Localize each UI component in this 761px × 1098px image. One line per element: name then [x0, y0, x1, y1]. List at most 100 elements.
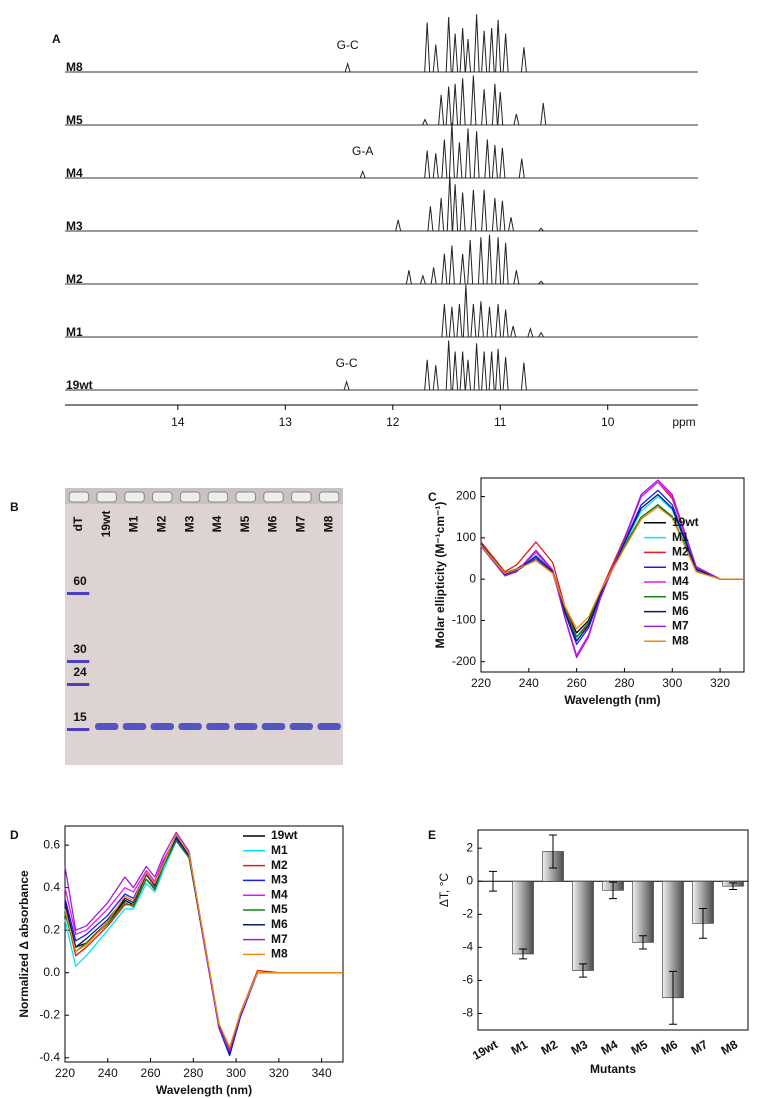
peak: [510, 325, 517, 338]
error-bar: [489, 870, 497, 892]
lane-label: 19wt: [99, 511, 113, 538]
peak: [456, 142, 463, 179]
lane-label: M2: [154, 515, 168, 532]
x-tick-label: 19wt: [470, 1037, 500, 1062]
peak: [481, 189, 488, 232]
x-tick-label: M7: [689, 1037, 711, 1058]
peak: [395, 219, 402, 232]
spectrum-label: M2: [66, 272, 83, 286]
x-tick-label: 300: [226, 1066, 246, 1080]
lane-label: M1: [127, 515, 141, 532]
spectrum-label: M5: [66, 113, 83, 127]
peak: [481, 89, 488, 126]
peak: [438, 197, 445, 232]
x-tick-label: 240: [519, 676, 539, 690]
peak: [538, 227, 544, 232]
gel-well: [179, 491, 201, 503]
peak: [422, 118, 428, 126]
spectrum-label: M8: [66, 60, 83, 74]
legend-label: M4: [271, 887, 288, 901]
x-tick-label: M2: [539, 1037, 561, 1058]
lane-label: M7: [293, 515, 307, 532]
spectrum-label: M4: [66, 166, 83, 180]
peak: [441, 303, 448, 338]
peak: [499, 147, 506, 179]
y-axis-label: Molar ellipticity (M⁻¹cm⁻¹): [433, 502, 447, 649]
peak: [405, 270, 412, 285]
x-axis-label: Wavelength (nm): [564, 693, 660, 707]
peak: [441, 139, 448, 179]
peak: [488, 351, 495, 391]
y-tick-label: 200: [456, 489, 476, 503]
band: [206, 723, 230, 730]
x-tick-label: 12: [386, 415, 400, 429]
lane-label: M3: [182, 515, 196, 532]
x-tick-label: 260: [141, 1066, 161, 1080]
x-tick-label: 320: [269, 1066, 289, 1080]
band: [289, 723, 313, 730]
legend-label: 19wt: [271, 828, 298, 842]
peak: [497, 91, 504, 126]
ladder-label: 60: [73, 574, 87, 588]
legend-label: M2: [672, 545, 689, 559]
gel-well: [318, 491, 340, 503]
y-tick-label: 0.6: [43, 837, 60, 851]
lane-label: M4: [210, 515, 224, 532]
peak: [495, 348, 502, 391]
y-tick-label: -6: [462, 973, 473, 987]
peak: [486, 306, 493, 338]
x-tick-label: 220: [55, 1066, 75, 1080]
peak: [448, 306, 455, 338]
peak: [462, 284, 469, 338]
peak: [484, 139, 491, 179]
peak: [459, 351, 466, 391]
series-line: [480, 493, 744, 642]
x-tick-label: 300: [662, 676, 682, 690]
peak: [481, 30, 488, 73]
series-line: [64, 833, 343, 1048]
band: [150, 723, 174, 730]
legend-label: M4: [672, 574, 689, 588]
peak: [518, 158, 525, 179]
peak: [467, 239, 474, 285]
bar: [632, 880, 654, 943]
x-tick-label: M6: [659, 1037, 681, 1058]
peak: [445, 16, 452, 73]
peak: [432, 153, 439, 179]
x-tick-label: M5: [629, 1037, 651, 1058]
peak: [448, 122, 455, 179]
y-tick-label: -4: [462, 940, 473, 954]
y-tick-label: -8: [462, 1006, 473, 1020]
gel-well: [152, 491, 173, 503]
peak: [502, 33, 509, 73]
lane-label: M6: [266, 515, 280, 532]
peak: [491, 144, 498, 179]
y-tick-label: 0.0: [43, 965, 60, 979]
peak: [499, 200, 506, 232]
peak: [419, 274, 426, 285]
gel-well: [96, 491, 117, 503]
series-line: [480, 506, 744, 630]
peak: [452, 83, 459, 126]
legend-label: M7: [672, 619, 689, 633]
x-tick-label: 14: [171, 415, 185, 429]
gel-well: [235, 491, 256, 503]
plot-frame: [477, 829, 749, 1031]
spectrum-label: M3: [66, 219, 83, 233]
lane-label: dT: [71, 516, 85, 531]
legend-label: M8: [672, 633, 689, 647]
lane-label: M8: [321, 515, 335, 532]
ladder-band: [67, 728, 90, 731]
peak: [488, 27, 495, 73]
peak: [508, 217, 514, 232]
peak: [477, 237, 484, 285]
error-bar: [519, 948, 527, 960]
peak: [459, 78, 466, 126]
ladder-label: 15: [73, 710, 87, 724]
ladder-band: [67, 592, 90, 595]
x-tick-label: 260: [567, 676, 587, 690]
x-tick-label: 280: [614, 676, 634, 690]
bar: [512, 880, 534, 955]
spectrum-label: M1: [66, 325, 83, 339]
band: [317, 723, 341, 730]
